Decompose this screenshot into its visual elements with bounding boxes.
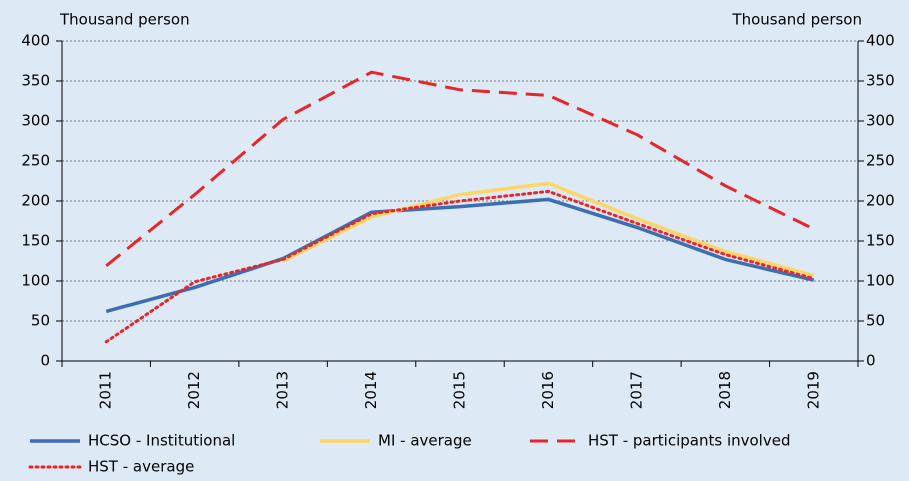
y2-tick-label: 350 (866, 72, 895, 90)
y-tick-label: 300 (21, 112, 50, 130)
series-line (105, 197, 815, 314)
legend-label: HST - participants involved (588, 432, 790, 450)
y2-tick-label: 100 (866, 272, 895, 290)
legend-label: HST - average (88, 458, 194, 476)
series-line (282, 181, 815, 278)
series-line (105, 70, 815, 267)
x-tick-label: 2017 (627, 371, 645, 409)
y-tick-label: 0 (40, 352, 50, 370)
y-tick-label: 400 (21, 32, 50, 50)
y-axis-label: Thousand person (59, 11, 190, 29)
y-tick-label: 100 (21, 272, 50, 290)
x-tick-label: 2019 (804, 371, 822, 409)
legend-label: HCSO - Institutional (88, 432, 235, 450)
y-tick-label: 350 (21, 72, 50, 90)
x-tick-label: 2012 (185, 371, 203, 409)
y-tick-label: 150 (21, 232, 50, 250)
y2-tick-label: 50 (866, 312, 885, 330)
x-tick-label: 2014 (362, 371, 380, 409)
y2-axis-label: Thousand person (731, 11, 862, 29)
x-tick-label: 2016 (539, 371, 557, 409)
y2-tick-label: 200 (866, 192, 895, 210)
legend-label: MI - average (378, 432, 472, 450)
series-line (104, 189, 816, 344)
y2-tick-label: 0 (866, 352, 876, 370)
x-tick-label: 2013 (274, 371, 292, 409)
y2-tick-label: 150 (866, 232, 895, 250)
y-tick-label: 50 (31, 312, 50, 330)
y2-tick-label: 300 (866, 112, 895, 130)
x-tick-label: 2018 (716, 371, 734, 409)
y-tick-label: 250 (21, 152, 50, 170)
y-tick-label: 200 (21, 192, 50, 210)
y2-tick-label: 400 (866, 32, 895, 50)
y2-tick-label: 250 (866, 152, 895, 170)
x-tick-label: 2015 (451, 371, 469, 409)
x-tick-label: 2011 (97, 371, 115, 409)
